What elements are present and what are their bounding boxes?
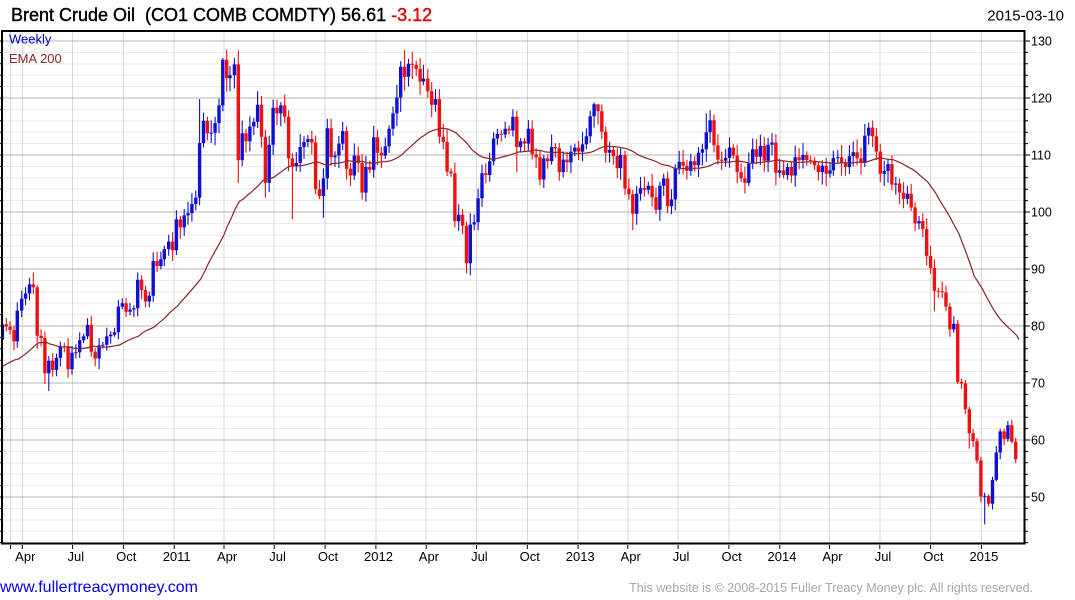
svg-text:2015-03-10: 2015-03-10 (987, 8, 1064, 25)
svg-text:50: 50 (1031, 491, 1045, 505)
svg-text:Jul: Jul (67, 549, 84, 564)
svg-text:60: 60 (1031, 434, 1045, 448)
svg-text:Apr: Apr (621, 549, 642, 564)
svg-text:Jul: Jul (471, 549, 488, 564)
svg-text:Apr: Apr (822, 549, 843, 564)
svg-text:Jul: Jul (875, 549, 892, 564)
svg-text:2011: 2011 (163, 549, 191, 564)
svg-text:Oct: Oct (721, 549, 742, 564)
svg-text:Jul: Jul (673, 549, 690, 564)
svg-text:Apr: Apr (217, 549, 238, 564)
svg-text:Apr: Apr (419, 549, 440, 564)
svg-text:Weekly: Weekly (9, 32, 52, 47)
svg-text:EMA 200: EMA 200 (9, 51, 62, 66)
svg-text:2013: 2013 (566, 549, 595, 564)
svg-text:Oct: Oct (116, 549, 137, 564)
svg-text:80: 80 (1031, 320, 1045, 334)
svg-text:100: 100 (1031, 206, 1052, 220)
svg-text:2015: 2015 (969, 549, 998, 564)
svg-text:2012: 2012 (364, 549, 393, 564)
svg-text:110: 110 (1031, 149, 1051, 163)
svg-text:120: 120 (1031, 92, 1052, 106)
svg-text:www.fullertreacymoney.com: www.fullertreacymoney.com (0, 579, 198, 596)
svg-text:Oct: Oct (923, 549, 944, 564)
svg-text:70: 70 (1031, 377, 1045, 391)
svg-text:Jul: Jul (269, 549, 286, 564)
svg-text:This website is © 2008-2015 Fu: This website is © 2008-2015 Fuller Treac… (629, 581, 1033, 595)
svg-text:130: 130 (1031, 35, 1052, 49)
svg-text:Apr: Apr (15, 549, 36, 564)
svg-text:Oct: Oct (318, 549, 339, 564)
svg-text:90: 90 (1031, 263, 1045, 277)
svg-text:2014: 2014 (768, 549, 797, 564)
svg-text:Brent Crude Oil (CO1 COMB COM: Brent Crude Oil (CO1 COMB COMDTY) 56.61 … (11, 5, 432, 25)
svg-text:Oct: Oct (520, 549, 541, 564)
